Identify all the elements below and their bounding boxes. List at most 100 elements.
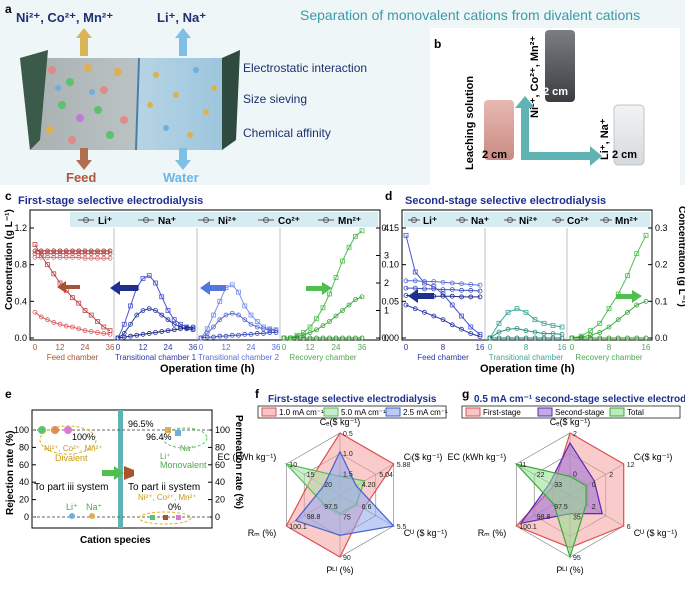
panel-d-right-ticks: 0.0 0.1 0.2 0.3 [648, 223, 668, 343]
low-na: Na⁺ [86, 502, 103, 512]
feed-li-line [34, 311, 111, 335]
t1-ni-point [128, 333, 133, 339]
d-feed-na-point [468, 324, 474, 330]
rec-ni-point [288, 335, 293, 341]
x-tick-label: 24 [164, 343, 173, 352]
panel-c: c First-stage selective electrodialysis … [4, 189, 389, 375]
radar-series-area [514, 462, 587, 560]
feed-direction-arrow [57, 281, 80, 293]
feed-co-point [95, 251, 100, 257]
feed-ni-point [38, 248, 44, 254]
rec-li-point [359, 294, 365, 300]
t2-li-point [211, 324, 216, 330]
divalent-up-arrow [76, 28, 92, 56]
d-feed-ni-point [431, 279, 437, 284]
feed-na-point [107, 328, 113, 334]
right-tick-label: 20 [215, 495, 225, 505]
feed-li-point [76, 326, 82, 332]
radar-tick-label: 1.0 [343, 451, 353, 458]
x-tick-label: 0 [33, 343, 38, 352]
t2-ni-point [223, 333, 229, 339]
divalent-label: Ni²⁺, Co²⁺, Mn²⁺ [16, 10, 113, 25]
rec-li-point [346, 302, 352, 308]
feed-mn-line [35, 256, 110, 259]
feed-mn-point [63, 254, 69, 260]
legend-entry: First-stage [483, 408, 521, 417]
leaching-scale: 2 cm [482, 149, 507, 161]
div-word: Divalent [55, 453, 88, 463]
feed-label: Feed [66, 170, 96, 185]
mechanism-3: Chemical affinity [243, 126, 331, 140]
t2-ni-point [248, 331, 254, 337]
feed-li-point [82, 328, 88, 334]
d-rec-ni-point [578, 335, 584, 341]
feed-ni-point [70, 248, 75, 254]
x-tick-label: 0 [116, 343, 121, 352]
panel-e-ylabel-left: Rejection rate (%) [5, 431, 16, 515]
feed-li-point [45, 317, 50, 323]
divalent-ring [39, 425, 97, 455]
panel-g-legend: First-stage Second-stage Total [465, 407, 644, 417]
branch-arrow [515, 96, 602, 166]
left-tick-label: 0 [24, 512, 29, 522]
legend-marker [263, 217, 269, 223]
feed-ni-point [101, 248, 107, 254]
radar-tick-label: 4.20 [362, 482, 376, 489]
t2-ni-point [267, 330, 273, 335]
legend-swatch [323, 407, 339, 417]
legend-entry: Li⁺ [98, 216, 112, 227]
t1-li-point [140, 308, 146, 313]
rec-ni-point [314, 335, 319, 341]
radar-tick-label: 33 [554, 482, 562, 489]
d-rec-ni-point [569, 335, 575, 341]
d-feed-ni-point [459, 281, 464, 287]
legend-swatch [261, 407, 277, 417]
e-arrow-left [124, 466, 134, 480]
t2-na-point [229, 282, 235, 288]
rec-li-point [353, 297, 358, 302]
panel-d-legend-bg [404, 212, 650, 227]
feed-mn-point [51, 254, 57, 260]
radar-tick-label: 95 [573, 555, 581, 562]
x-tick-label: 16 [642, 343, 651, 352]
right-tick-label: 0.3 [655, 223, 668, 233]
rec-li-point [333, 313, 339, 319]
d-feed-na-point [412, 269, 418, 275]
x-tick-label: 8 [524, 343, 529, 352]
feed-ni-point [57, 248, 63, 254]
d-rec-li-point [597, 330, 603, 335]
d-rec-na-point [597, 320, 603, 326]
radar-tick-label: 2 [609, 472, 613, 479]
mechanism-2: Size sieving [243, 92, 307, 106]
t2-ni-point [211, 334, 216, 340]
d-trans-ni-point [496, 335, 502, 341]
t1-ni-point [159, 329, 165, 334]
water-arrow [175, 148, 191, 170]
radar-tick-label: 1.5 [343, 471, 353, 478]
d-feed-li-point [449, 322, 455, 328]
feed-li-point [101, 331, 107, 336]
left-tick-label: 0.0 [14, 333, 27, 343]
panel-f-title: First-stage selective electrodialysis [268, 394, 437, 405]
div-ions: Ni²⁺, Co²⁺, Mn²⁺ [44, 444, 102, 453]
left-tick-label: 60 [19, 460, 29, 470]
rec-na-point [314, 316, 319, 322]
t1-ni-point [121, 334, 127, 340]
feed-li-point [95, 330, 100, 335]
rec-li-line [284, 296, 363, 339]
feed-li-point [38, 314, 44, 320]
t1-ni-point [184, 325, 190, 331]
feed-li-point [70, 324, 75, 330]
x-tick-label: 24 [247, 343, 256, 352]
feed-ni-point [95, 248, 100, 254]
feed-na-point [76, 300, 82, 306]
legend-entry: Second-stage [555, 408, 605, 417]
rec-ni-point [340, 335, 345, 341]
right-tick-label: 1 [384, 306, 389, 316]
right-tick-label: 40 [215, 477, 225, 487]
d-trans-ni-point [505, 335, 511, 341]
rec-ni-point [301, 335, 306, 341]
t1-ni-point [146, 331, 152, 336]
feed-na-point [51, 271, 57, 277]
tank-right-wall [222, 50, 240, 150]
